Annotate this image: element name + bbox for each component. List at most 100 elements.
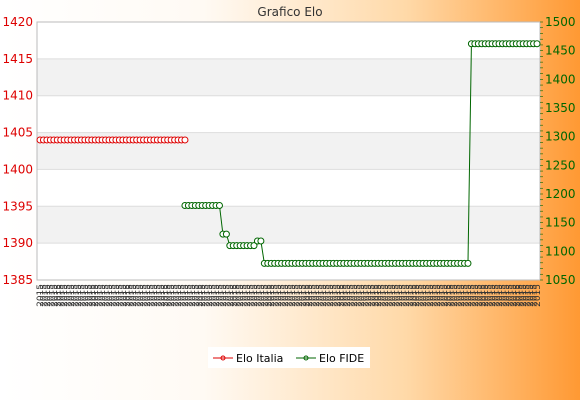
right-tick-label: 1400 [545, 72, 576, 86]
x-tick-label: 2015 [108, 284, 118, 307]
x-tick-label: 2015 [136, 284, 146, 307]
x-tick-label: 2015 [233, 284, 243, 307]
left-tick-label: 1395 [2, 199, 33, 213]
x-tick-label: 2015 [257, 284, 267, 307]
x-tick-label: 2015 [115, 284, 125, 307]
x-tick-label: 2015 [36, 284, 46, 307]
x-tick-label: 2015 [440, 284, 450, 307]
left-tick-label: 1400 [2, 162, 33, 176]
legend-label-italia: Elo Italia [236, 352, 283, 365]
x-tick-label: 2015 [467, 284, 477, 307]
x-tick-label: 2015 [336, 284, 346, 307]
x-tick-label: 2015 [140, 284, 150, 307]
left-axis-ticks: 1385 1390 1395 1400 1405 1410 1415 1420 [2, 15, 33, 287]
x-tick-label: 2015 [298, 284, 308, 307]
x-tick-label: 2015 [509, 284, 519, 307]
x-tick-label: 2015 [492, 284, 502, 307]
x-tick-label: 2015 [409, 284, 419, 307]
x-tick-label: 2015 [471, 284, 481, 307]
x-tick-label: 2015 [122, 284, 132, 307]
x-tick-label: 2015 [267, 284, 277, 307]
data-point-fide [222, 230, 230, 238]
x-tick-label: 2015 [167, 284, 177, 307]
x-tick-label: 2015 [153, 284, 163, 307]
x-tick-label: 2015 [481, 284, 491, 307]
x-tick-label: 2015 [174, 284, 184, 307]
x-tick-label: 2015 [247, 284, 257, 307]
x-tick-label: 2015 [519, 284, 529, 307]
x-tick-label: 2015 [371, 284, 381, 307]
chart-title: Grafico Elo [257, 5, 322, 19]
x-tick-label: 2015 [512, 284, 522, 307]
x-tick-label: 2015 [119, 284, 129, 307]
x-tick-label: 2015 [533, 284, 543, 307]
x-tick-label: 2015 [505, 284, 515, 307]
legend: Elo Italia Elo FIDE [208, 347, 370, 368]
x-tick-label: 2015 [447, 284, 457, 307]
x-tick-label: 2015 [188, 284, 198, 307]
x-tick-label: 2015 [360, 284, 370, 307]
x-tick-label: 2015 [350, 284, 360, 307]
plot-band [37, 206, 540, 244]
x-tick-label: 2015 [146, 284, 156, 307]
x-tick-label: 2015 [112, 284, 122, 307]
x-tick-label: 2015 [260, 284, 270, 307]
x-tick-label: 2015 [454, 284, 464, 307]
x-tick-label: 2015 [309, 284, 319, 307]
data-point-fide [464, 259, 472, 267]
x-tick-label: 2015 [312, 284, 322, 307]
plot-band [37, 58, 540, 96]
left-tick-label: 1410 [2, 89, 33, 103]
x-tick-label: 2015 [419, 284, 429, 307]
x-tick-label: 2015 [77, 284, 87, 307]
legend-label-fide: Elo FIDE [319, 352, 364, 365]
x-tick-label: 2015 [98, 284, 108, 307]
x-tick-label: 2015 [354, 284, 364, 307]
x-tick-label: 2015 [67, 284, 77, 307]
x-tick-label: 2015 [84, 284, 94, 307]
x-tick-label: 2015 [450, 284, 460, 307]
x-tick-label: 2015 [322, 284, 332, 307]
left-tick-label: 1415 [2, 52, 33, 66]
x-tick-label: 2015 [457, 284, 467, 307]
data-point-fide [533, 40, 541, 48]
x-tick-label: 2015 [429, 284, 439, 307]
x-tick-label: 2015 [240, 284, 250, 307]
x-tick-label: 2015 [443, 284, 453, 307]
x-tick-label: 2015 [50, 284, 60, 307]
x-tick-label: 2015 [157, 284, 167, 307]
x-tick-label: 2015 [498, 284, 508, 307]
x-tick-label: 2015 [288, 284, 298, 307]
x-tick-label: 2015 [133, 284, 143, 307]
series-elo-italia [36, 136, 189, 144]
x-tick-label: 2015 [333, 284, 343, 307]
legend-marker-italia [220, 355, 226, 361]
right-tick-label: 1450 [545, 44, 576, 58]
x-tick-label: 2015 [105, 284, 115, 307]
x-tick-label: 2015 [305, 284, 315, 307]
x-tick-label: 2015 [364, 284, 374, 307]
x-tick-label: 2015 [212, 284, 222, 307]
x-tick-label: 2015 [95, 284, 105, 307]
x-tick-label: 2015 [205, 284, 215, 307]
x-tick-label: 2015 [198, 284, 208, 307]
x-tick-label: 2015 [126, 284, 136, 307]
x-tick-label: 2015 [209, 284, 219, 307]
x-tick-label: 2015 [195, 284, 205, 307]
right-tick-label: 1500 [545, 15, 576, 29]
legend-box [208, 347, 370, 368]
right-tick-label: 1050 [545, 273, 576, 287]
x-tick-label: 2015 [461, 284, 471, 307]
x-tick-label: 2015 [39, 284, 49, 307]
x-axis-labels: 2015201520152015201520152015201520152015… [36, 284, 543, 307]
data-point-italia [181, 136, 189, 144]
x-tick-label: 2015 [495, 284, 505, 307]
x-tick-label: 2015 [316, 284, 326, 307]
x-tick-label: 2015 [402, 284, 412, 307]
right-tick-label: 1350 [545, 101, 576, 115]
series-elo-fide [181, 40, 541, 267]
x-tick-label: 2015 [391, 284, 401, 307]
x-tick-label: 2015 [243, 284, 253, 307]
x-tick-label: 2015 [423, 284, 433, 307]
